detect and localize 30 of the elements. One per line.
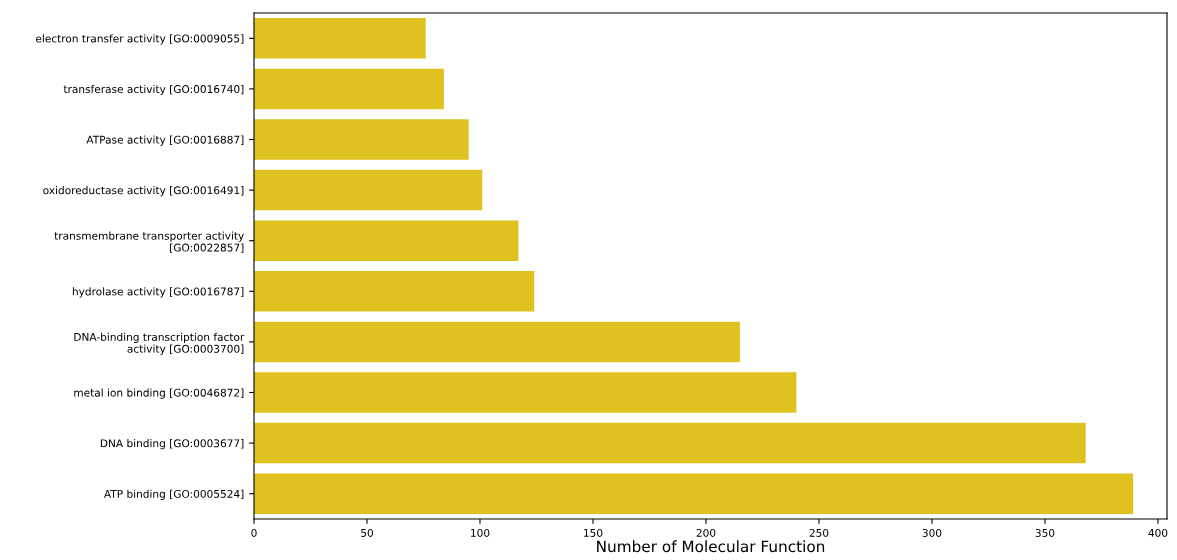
bar — [254, 119, 469, 160]
x-tick-label: 350 — [1035, 528, 1055, 537]
bar — [254, 68, 444, 110]
y-tick-label: metal ion binding [GO:0046872] — [74, 388, 244, 399]
bar — [254, 372, 797, 413]
bar — [254, 18, 426, 59]
y-tick-label: ATPase activity [GO:0016887] — [86, 135, 244, 146]
y-tick-label: DNA-binding transcription factor activity [GO:0003700] — [74, 332, 245, 355]
y-tick-label: electron transfer activity [GO:0009055] — [35, 34, 244, 45]
x-tick-label: 250 — [809, 528, 829, 537]
y-tick-label: oxidoreductase activity [GO:0016491] — [43, 186, 244, 197]
y-tick-label: transmembrane transporter activity [GO:0022857] — [54, 231, 244, 253]
x-tick-label: 100 — [471, 528, 490, 537]
y-tick-label: hydrolase activity [GO:0016787] — [72, 287, 244, 298]
y-tick-label: ATP binding [GO:0005524] — [103, 489, 244, 500]
x-tick-label: 50 — [361, 528, 374, 537]
x-tick-label: 300 — [922, 528, 942, 537]
x-tick-label: 150 — [584, 528, 603, 537]
bar — [254, 473, 1134, 514]
x-tick-label: 200 — [696, 528, 716, 537]
bar — [254, 271, 535, 312]
y-tick-label: transferase activity [GO:0016740] — [63, 84, 244, 96]
x-tick-label: 400 — [1148, 528, 1168, 537]
bar — [254, 422, 1086, 464]
bar — [254, 321, 740, 363]
bar — [254, 169, 483, 211]
bar — [254, 220, 519, 261]
y-tick-label: DNA binding [GO:0003677] — [100, 439, 244, 450]
x-tick-label: 0 — [251, 528, 257, 537]
x-axis-title: Number of Molecular Function — [597, 540, 825, 553]
